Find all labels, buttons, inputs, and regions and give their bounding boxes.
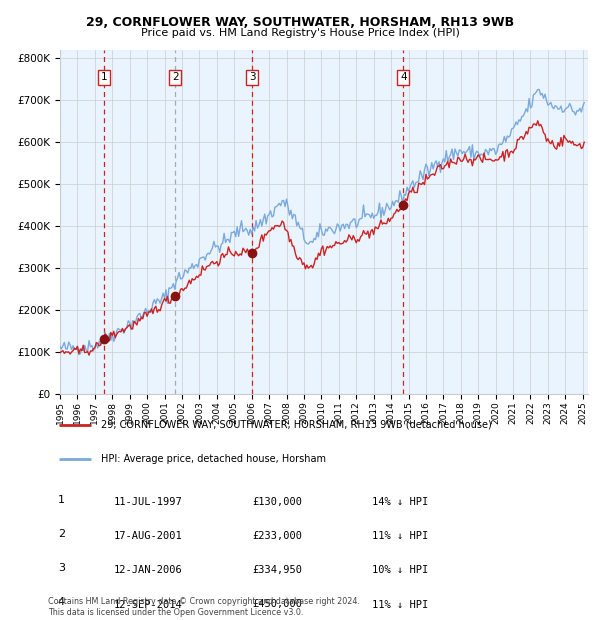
Text: 4: 4 bbox=[400, 72, 407, 82]
Text: 11% ↓ HPI: 11% ↓ HPI bbox=[372, 600, 428, 609]
Text: £334,950: £334,950 bbox=[252, 565, 302, 575]
Text: 11-JUL-1997: 11-JUL-1997 bbox=[114, 497, 183, 507]
Text: £130,000: £130,000 bbox=[252, 497, 302, 507]
Text: HPI: Average price, detached house, Horsham: HPI: Average price, detached house, Hors… bbox=[101, 454, 326, 464]
Text: 1: 1 bbox=[101, 72, 107, 82]
Text: 11% ↓ HPI: 11% ↓ HPI bbox=[372, 531, 428, 541]
Text: 10% ↓ HPI: 10% ↓ HPI bbox=[372, 565, 428, 575]
Text: 4: 4 bbox=[58, 597, 65, 607]
Text: 2: 2 bbox=[172, 72, 179, 82]
Text: 2: 2 bbox=[58, 529, 65, 539]
Text: Price paid vs. HM Land Registry's House Price Index (HPI): Price paid vs. HM Land Registry's House … bbox=[140, 28, 460, 38]
Text: 14% ↓ HPI: 14% ↓ HPI bbox=[372, 497, 428, 507]
Text: Contains HM Land Registry data © Crown copyright and database right 2024.
This d: Contains HM Land Registry data © Crown c… bbox=[48, 598, 360, 617]
Text: 3: 3 bbox=[58, 563, 65, 573]
Text: 29, CORNFLOWER WAY, SOUTHWATER, HORSHAM, RH13 9WB: 29, CORNFLOWER WAY, SOUTHWATER, HORSHAM,… bbox=[86, 16, 514, 29]
Bar bbox=[60, 50, 588, 394]
Text: £233,000: £233,000 bbox=[252, 531, 302, 541]
Text: 3: 3 bbox=[249, 72, 256, 82]
Text: £450,000: £450,000 bbox=[252, 600, 302, 609]
Text: 12-JAN-2006: 12-JAN-2006 bbox=[114, 565, 183, 575]
Text: 1: 1 bbox=[58, 495, 65, 505]
Text: 17-AUG-2001: 17-AUG-2001 bbox=[114, 531, 183, 541]
Text: 12-SEP-2014: 12-SEP-2014 bbox=[114, 600, 183, 609]
Text: 29, CORNFLOWER WAY, SOUTHWATER, HORSHAM, RH13 9WB (detached house): 29, CORNFLOWER WAY, SOUTHWATER, HORSHAM,… bbox=[101, 420, 492, 430]
